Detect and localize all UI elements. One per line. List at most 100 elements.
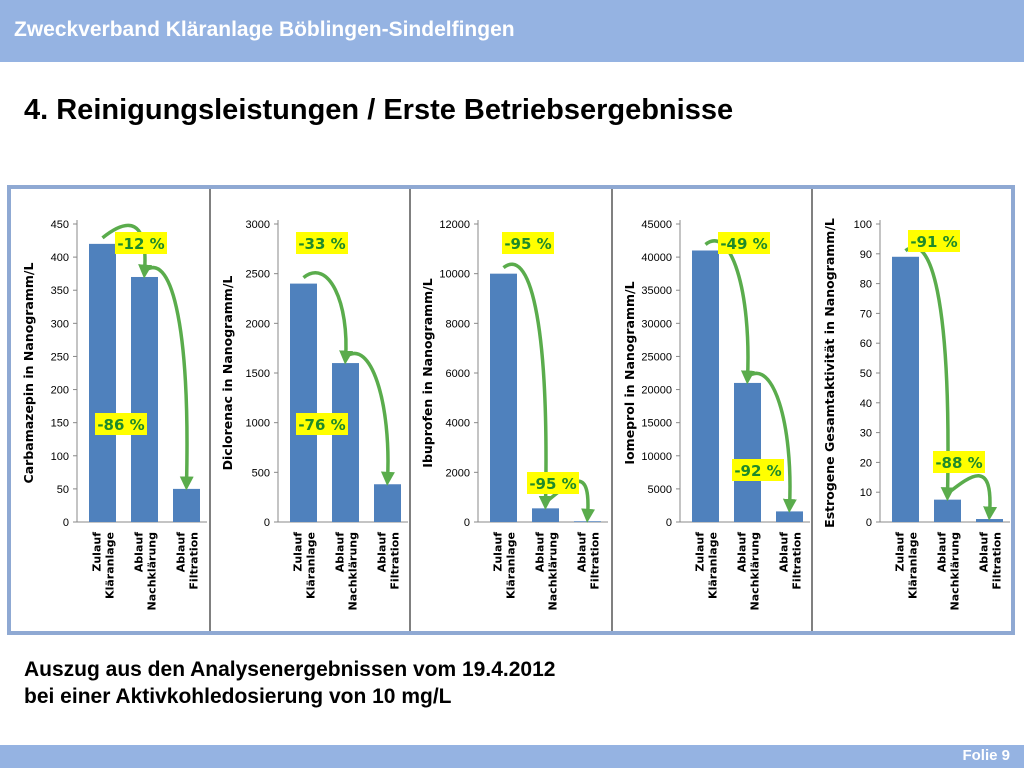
category-label: Nachklärung: [749, 532, 762, 610]
y-tick-label: 300: [51, 318, 69, 330]
bar: [574, 521, 601, 522]
reduction-arrow: [302, 271, 354, 365]
y-tick-label: 25000: [641, 351, 672, 363]
category-label: Filtration: [389, 532, 402, 590]
y-tick-label: 45000: [641, 219, 672, 231]
bar: [490, 273, 517, 522]
y-tick-label: 30: [860, 428, 872, 440]
y-tick-label: 0: [63, 517, 69, 529]
category-label: Filtration: [188, 532, 201, 590]
y-tick-label: 2000: [246, 318, 270, 330]
bar: [776, 511, 803, 522]
reduction-arrow: [946, 474, 998, 521]
y-tick-label: 15000: [641, 418, 672, 430]
header-bar: Zweckverband Kläranlage Böblingen-Sindel…: [0, 0, 1024, 62]
caption-line-2: bei einer Aktivkohledosierung von 10 mg/…: [24, 685, 452, 708]
reduction-label-bg: [732, 459, 784, 481]
reduction-arrow: [344, 351, 395, 486]
bar: [131, 276, 158, 522]
bar: [692, 250, 719, 522]
category-label: Filtration: [991, 532, 1004, 590]
category-label: Ablauf: [736, 532, 749, 572]
bar: [892, 256, 919, 522]
reduction-label-bg: [296, 413, 348, 435]
category-label: Kläranlage: [104, 532, 117, 599]
bar: [934, 499, 961, 522]
y-tick-label: 100: [51, 451, 69, 463]
reduction-label-bg: [95, 413, 147, 435]
category-label: Filtration: [589, 532, 602, 590]
y-tick-label: 6000: [446, 368, 470, 380]
y-tick-label: 20000: [641, 385, 672, 397]
bar: [89, 243, 116, 522]
bar: [332, 363, 359, 522]
y-tick-label: 12000: [439, 219, 470, 231]
category-label: Kläranlage: [907, 532, 920, 599]
caption-line-1: Auszug aus den Analysenergebnissen vom 1…: [24, 658, 556, 681]
y-tick-label: 450: [51, 219, 69, 231]
reduction-label: -76 %: [298, 416, 345, 434]
y-tick-label: 10000: [641, 451, 672, 463]
reduction-label: -95 %: [504, 235, 551, 253]
bar: [532, 508, 559, 522]
reduction-label: -88 %: [935, 454, 982, 472]
category-label: Nachklärung: [547, 532, 560, 610]
bar: [976, 519, 1003, 522]
category-label: Zulauf: [694, 532, 707, 572]
reduction-label: -86 %: [97, 416, 144, 434]
category-label: Ablauf: [534, 532, 547, 572]
y-tick-label: 2000: [446, 467, 470, 479]
y-tick-label: 5000: [648, 484, 672, 496]
category-label: Ablauf: [978, 532, 991, 572]
y-tick-label: 50: [57, 484, 69, 496]
reduction-arrow: [101, 223, 153, 279]
y-tick-label: 4000: [446, 418, 470, 430]
y-tick-label: 500: [252, 467, 270, 479]
y-tick-label: 200: [51, 385, 69, 397]
y-tick-label: 20: [860, 457, 872, 469]
y-tick-label: 1500: [246, 368, 270, 380]
y-tick-label: 8000: [446, 318, 470, 330]
reduction-label-bg: [502, 232, 554, 254]
y-tick-label: 1000: [246, 418, 270, 430]
bar: [734, 382, 761, 522]
category-label: Kläranlage: [505, 532, 518, 599]
reduction-label-bg: [718, 232, 770, 254]
reduction-label: -12 %: [117, 235, 164, 253]
reduction-label-bg: [296, 232, 348, 254]
category-label: Ablauf: [133, 532, 146, 572]
bar: [374, 484, 401, 522]
category-label: Ablauf: [576, 532, 589, 572]
category-label: Ablauf: [936, 532, 949, 572]
category-label: Nachklärung: [949, 532, 962, 610]
category-label: Filtration: [791, 532, 804, 590]
y-tick-label: 90: [860, 249, 872, 261]
category-label: Nachklärung: [347, 532, 360, 610]
category-label: Zulauf: [91, 532, 104, 572]
slide-title: 4. Reinigungsleistungen / Erste Betriebs…: [24, 94, 734, 126]
reduction-arrow: [746, 371, 797, 513]
reduction-label: -49 %: [720, 235, 767, 253]
reduction-label: -91 %: [910, 233, 957, 251]
reduction-arrow: [143, 265, 194, 491]
y-tick-label: 80: [860, 279, 872, 291]
y-axis-title: Carbamazepin in Nanogramm/L: [21, 263, 36, 484]
slide-number: Folie 9: [962, 747, 1010, 764]
y-tick-label: 250: [51, 351, 69, 363]
reduction-label-bg: [527, 472, 579, 494]
y-tick-label: 100: [854, 219, 872, 231]
y-tick-label: 70: [860, 308, 872, 320]
category-label: Ablauf: [175, 532, 188, 572]
y-tick-label: 150: [51, 418, 69, 430]
y-tick-label: 10000: [439, 269, 470, 281]
reduction-arrow: [704, 239, 755, 385]
y-tick-label: 2500: [246, 269, 270, 281]
reduction-label-bg: [908, 230, 960, 252]
caption: Auszug aus den Analysenergebnissen vom 1…: [24, 656, 555, 710]
reduction-label-bg: [115, 232, 167, 254]
y-tick-label: 3000: [246, 219, 270, 231]
y-tick-label: 0: [464, 517, 470, 529]
category-label: Ablauf: [334, 532, 347, 572]
y-axis-title: Diclorenac in Nanogramm/L: [220, 276, 235, 471]
